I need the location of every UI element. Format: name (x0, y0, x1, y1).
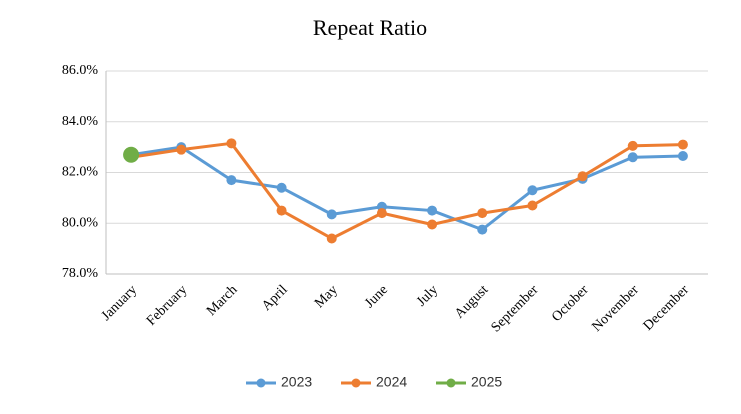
x-tick-label: April (259, 282, 291, 314)
legend-marker (351, 378, 361, 388)
data-point (376, 208, 387, 219)
data-point (326, 209, 337, 220)
data-point (226, 138, 237, 149)
x-tick-label: September (489, 282, 542, 335)
y-tick-label: 86.0% (62, 63, 99, 78)
x-tick-label: November (589, 282, 642, 335)
data-point (276, 205, 287, 216)
series-line (130, 145, 683, 232)
y-tick-label: 80.0% (62, 215, 99, 230)
y-tick-label: 84.0% (62, 114, 99, 129)
x-tick-label: August (452, 282, 491, 321)
data-point (477, 208, 488, 219)
data-point (276, 182, 287, 193)
y-tick-label: 78.0% (62, 266, 99, 281)
x-tick-label: June (362, 282, 391, 311)
data-point (627, 140, 638, 151)
data-point (577, 171, 588, 182)
data-point (427, 205, 438, 216)
legend-label: 2024 (376, 374, 407, 390)
x-tick-label: March (204, 282, 240, 318)
data-point (527, 185, 538, 196)
data-point (527, 200, 538, 211)
data-point (427, 219, 438, 230)
legend-marker (256, 378, 266, 388)
data-point (176, 144, 187, 155)
data-point (677, 139, 688, 150)
data-point (627, 152, 638, 163)
data-point (326, 233, 337, 244)
legend-marker (446, 378, 456, 388)
chart-title: Repeat Ratio (313, 15, 427, 40)
data-point (477, 224, 488, 235)
legend-label: 2025 (471, 374, 502, 390)
x-tick-label: October (549, 282, 592, 325)
data-point (123, 146, 140, 163)
x-tick-label: February (144, 282, 190, 328)
x-tick-label: December (641, 282, 693, 334)
x-tick-label: January (99, 282, 140, 323)
legend-label: 2023 (281, 374, 312, 390)
data-point (677, 151, 688, 162)
data-point (226, 175, 237, 186)
series-line (130, 141, 683, 240)
y-tick-label: 82.0% (62, 165, 99, 180)
x-tick-label: May (312, 282, 341, 311)
x-tick-label: July (414, 282, 441, 309)
